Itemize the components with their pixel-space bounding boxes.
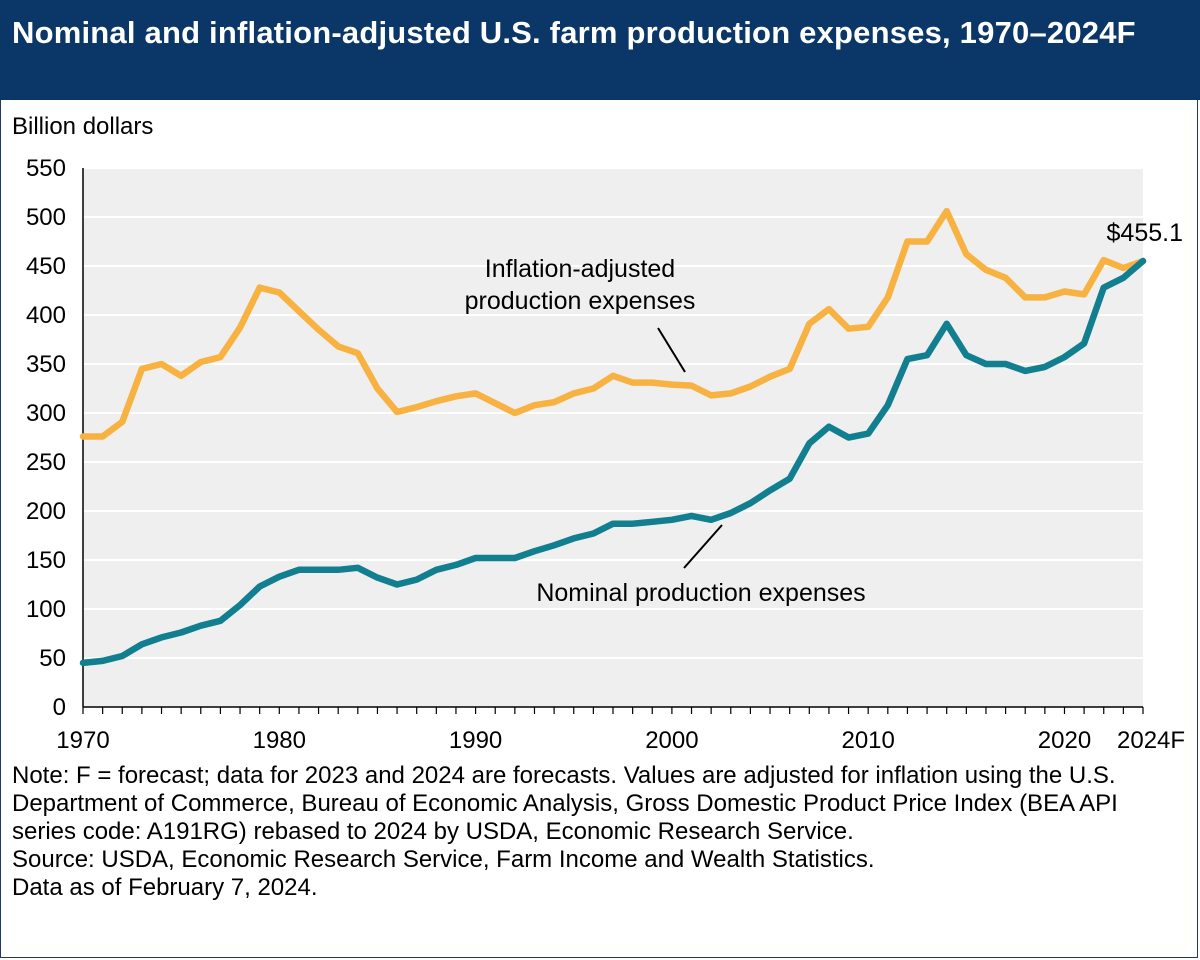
y-tick-label: 350 <box>26 351 66 378</box>
y-tick-label: 150 <box>26 547 66 574</box>
y-axis-label: Billion dollars <box>12 113 154 140</box>
x-tick-label: 2024F <box>1117 727 1185 754</box>
y-tick-label: 250 <box>26 449 66 476</box>
note-text: Note: F = forecast; data for 2023 and 20… <box>12 762 1118 845</box>
x-tick-label: 1970 <box>56 727 109 754</box>
x-tick-label: 1980 <box>253 727 306 754</box>
y-tick-label: 400 <box>26 302 66 329</box>
y-tick-label: 0 <box>53 694 66 721</box>
inflation-adjusted-line <box>79 207 1147 440</box>
series-labels: Inflation-adjusted production expenses Nom… <box>465 219 1183 607</box>
x-tick-label: 2000 <box>645 727 698 754</box>
y-tick-label: 100 <box>26 596 66 623</box>
series-label-nominal: Nominal production expenses <box>536 579 865 607</box>
gridlines <box>83 167 1143 659</box>
figure-header: Nominal and inflation-adjusted U.S. farm… <box>0 0 1200 100</box>
end-value-annotation: $455.1 <box>1107 219 1183 247</box>
source-text: Source: USDA, Economic Research Service,… <box>12 846 875 873</box>
y-tick-label: 300 <box>26 400 66 427</box>
series-lines <box>79 207 1147 667</box>
y-tick-label: 550 <box>26 155 66 182</box>
nominal-line <box>79 257 1147 667</box>
figure-notes: Note: F = forecast; data for 2023 and 20… <box>12 762 1187 902</box>
leader-line-nominal <box>683 524 723 569</box>
y-tick-label: 450 <box>26 253 66 280</box>
series-label-inflation-adjusted: production expenses <box>465 287 696 315</box>
x-axis: 1970 1980 1990 2000 2010 2020 2024F <box>56 168 1185 754</box>
series-label-inflation-adjusted: Inflation-adjusted <box>485 255 675 283</box>
y-axis-ticks: 0 50 100 150 200 250 300 350 400 450 500 550 <box>26 155 66 721</box>
chart-title: Nominal and inflation-adjusted U.S. farm… <box>12 15 1136 50</box>
x-tick-label: 1990 <box>449 727 502 754</box>
data-date-text: Data as of February 7, 2024. <box>12 874 318 901</box>
plot-area <box>83 168 1143 707</box>
y-tick-label: 50 <box>39 645 66 672</box>
y-tick-label: 200 <box>26 498 66 525</box>
x-tick-label: 2020 <box>1038 727 1091 754</box>
x-tick-label: 2010 <box>841 727 894 754</box>
y-tick-label: 500 <box>26 204 66 231</box>
leader-line-inflation-adjusted <box>657 327 686 373</box>
